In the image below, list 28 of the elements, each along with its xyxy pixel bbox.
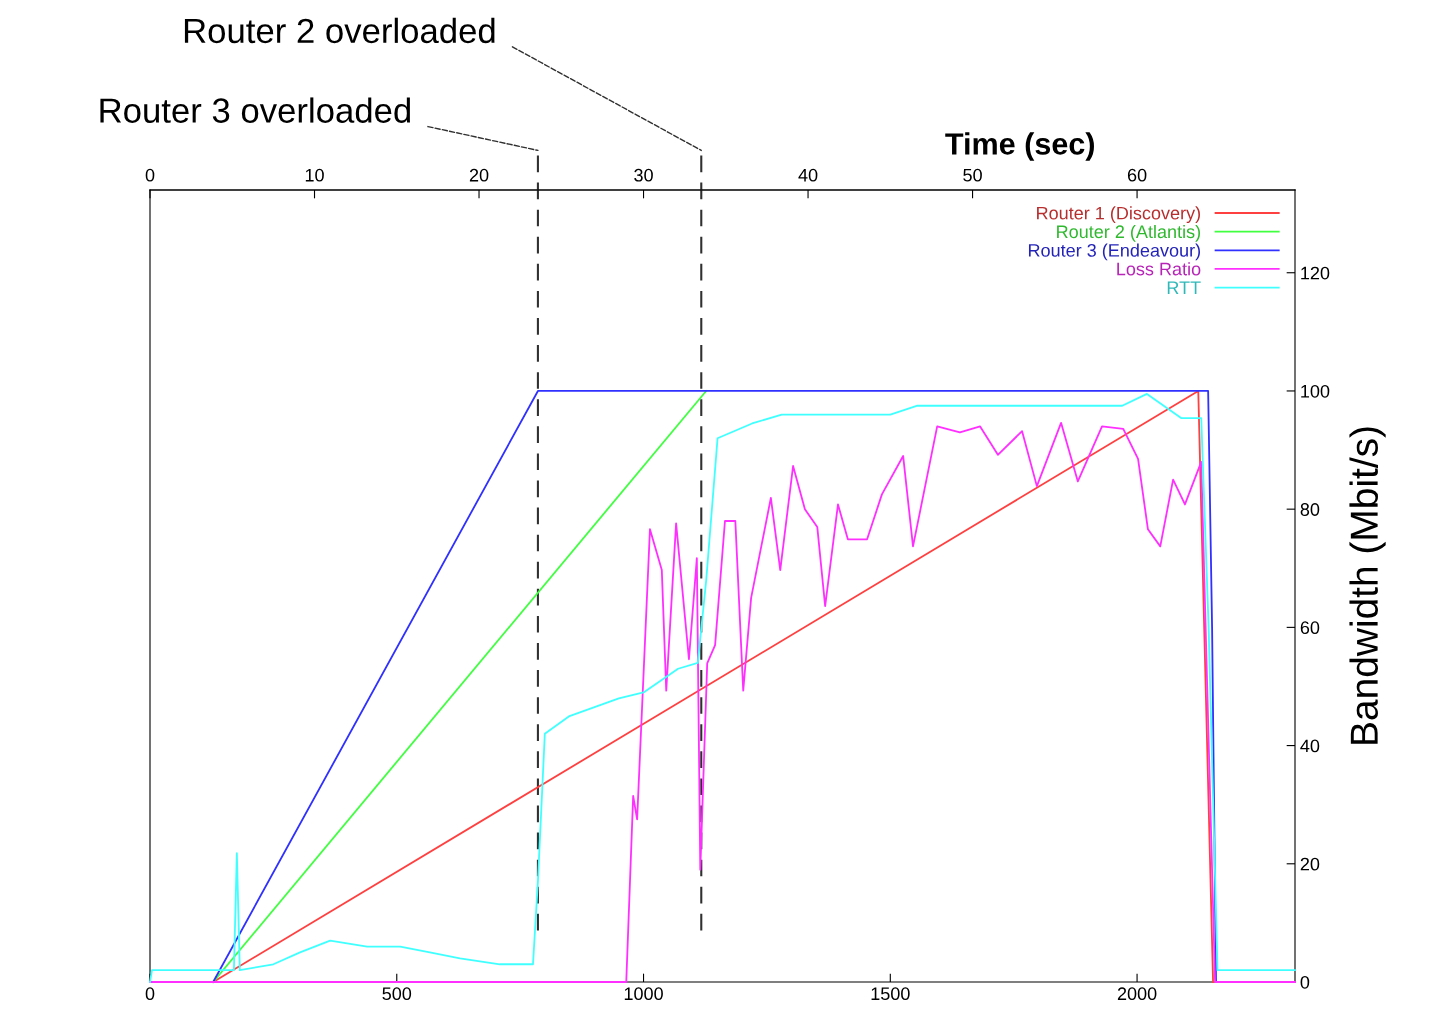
x-tick-label: 1500 bbox=[871, 987, 910, 1001]
x2-tick-label: 30 bbox=[634, 168, 653, 182]
y-tick-label: 0 bbox=[1300, 975, 1310, 989]
x-tick-label: 0 bbox=[145, 987, 155, 1001]
legend-label: Router 1 (Discovery) bbox=[1037, 206, 1200, 224]
x2-tick-label: 50 bbox=[963, 168, 982, 182]
legend-label: Loss Ratio bbox=[1117, 262, 1201, 276]
y-axis-title: Bandwidth (Mbit/s) bbox=[1349, 427, 1386, 744]
legend-label: Router 3 (Endeavour) bbox=[1028, 243, 1200, 261]
x-tick-label: 500 bbox=[382, 987, 412, 1001]
ref-line-label: Router 3 overloaded bbox=[100, 97, 410, 123]
y-tick-label: 120 bbox=[1301, 266, 1330, 280]
legend-label: Router 2 (Atlantis) bbox=[1057, 224, 1200, 242]
x2-tick-label: 40 bbox=[798, 168, 818, 182]
y-tick-label: 40 bbox=[1300, 739, 1320, 753]
y-tick-label: 100 bbox=[1301, 384, 1330, 398]
legend-label: RTT bbox=[1167, 281, 1201, 294]
x2-tick-label: 20 bbox=[469, 168, 489, 182]
y-tick-label: 60 bbox=[1300, 621, 1320, 635]
x2-tick-label: 10 bbox=[305, 168, 324, 182]
x2-axis-title: Time (sec) bbox=[945, 132, 1094, 161]
y-tick-label: 20 bbox=[1300, 857, 1320, 871]
y-tick-label: 80 bbox=[1300, 503, 1320, 516]
x2-tick-label: 0 bbox=[145, 168, 155, 182]
x-tick-label: 2000 bbox=[1117, 987, 1157, 1001]
x2-tick-label: 60 bbox=[1127, 168, 1147, 182]
x-tick-label: 1000 bbox=[624, 987, 663, 1001]
ref-line-label: Router 2 overloaded bbox=[184, 17, 495, 44]
